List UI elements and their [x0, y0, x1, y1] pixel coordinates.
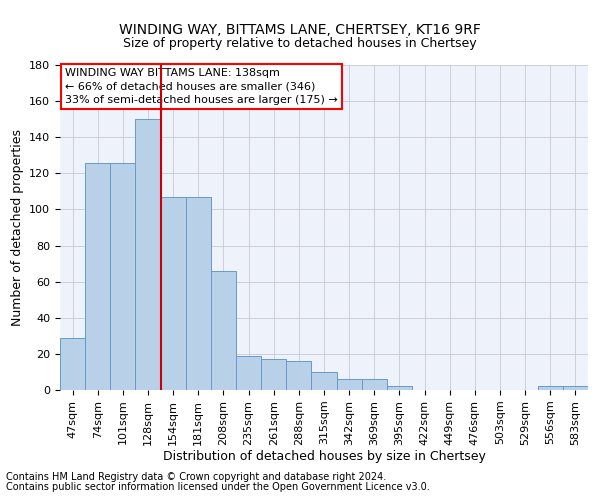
Bar: [538, 386, 563, 390]
X-axis label: Distribution of detached houses by size in Chertsey: Distribution of detached houses by size …: [163, 450, 485, 464]
Y-axis label: Number of detached properties: Number of detached properties: [11, 129, 23, 326]
Bar: [60, 338, 85, 390]
Bar: [311, 372, 337, 390]
Bar: [186, 197, 211, 390]
Text: WINDING WAY BITTAMS LANE: 138sqm
← 66% of detached houses are smaller (346)
33% : WINDING WAY BITTAMS LANE: 138sqm ← 66% o…: [65, 68, 338, 104]
Bar: [236, 356, 261, 390]
Bar: [337, 379, 362, 390]
Text: Contains public sector information licensed under the Open Government Licence v3: Contains public sector information licen…: [6, 482, 430, 492]
Bar: [563, 386, 588, 390]
Bar: [261, 360, 286, 390]
Bar: [286, 361, 311, 390]
Text: Size of property relative to detached houses in Chertsey: Size of property relative to detached ho…: [123, 38, 477, 51]
Text: Contains HM Land Registry data © Crown copyright and database right 2024.: Contains HM Land Registry data © Crown c…: [6, 472, 386, 482]
Text: WINDING WAY, BITTAMS LANE, CHERTSEY, KT16 9RF: WINDING WAY, BITTAMS LANE, CHERTSEY, KT1…: [119, 22, 481, 36]
Bar: [136, 119, 161, 390]
Bar: [161, 197, 186, 390]
Bar: [110, 162, 136, 390]
Bar: [362, 379, 387, 390]
Bar: [211, 271, 236, 390]
Bar: [387, 386, 412, 390]
Bar: [85, 162, 110, 390]
